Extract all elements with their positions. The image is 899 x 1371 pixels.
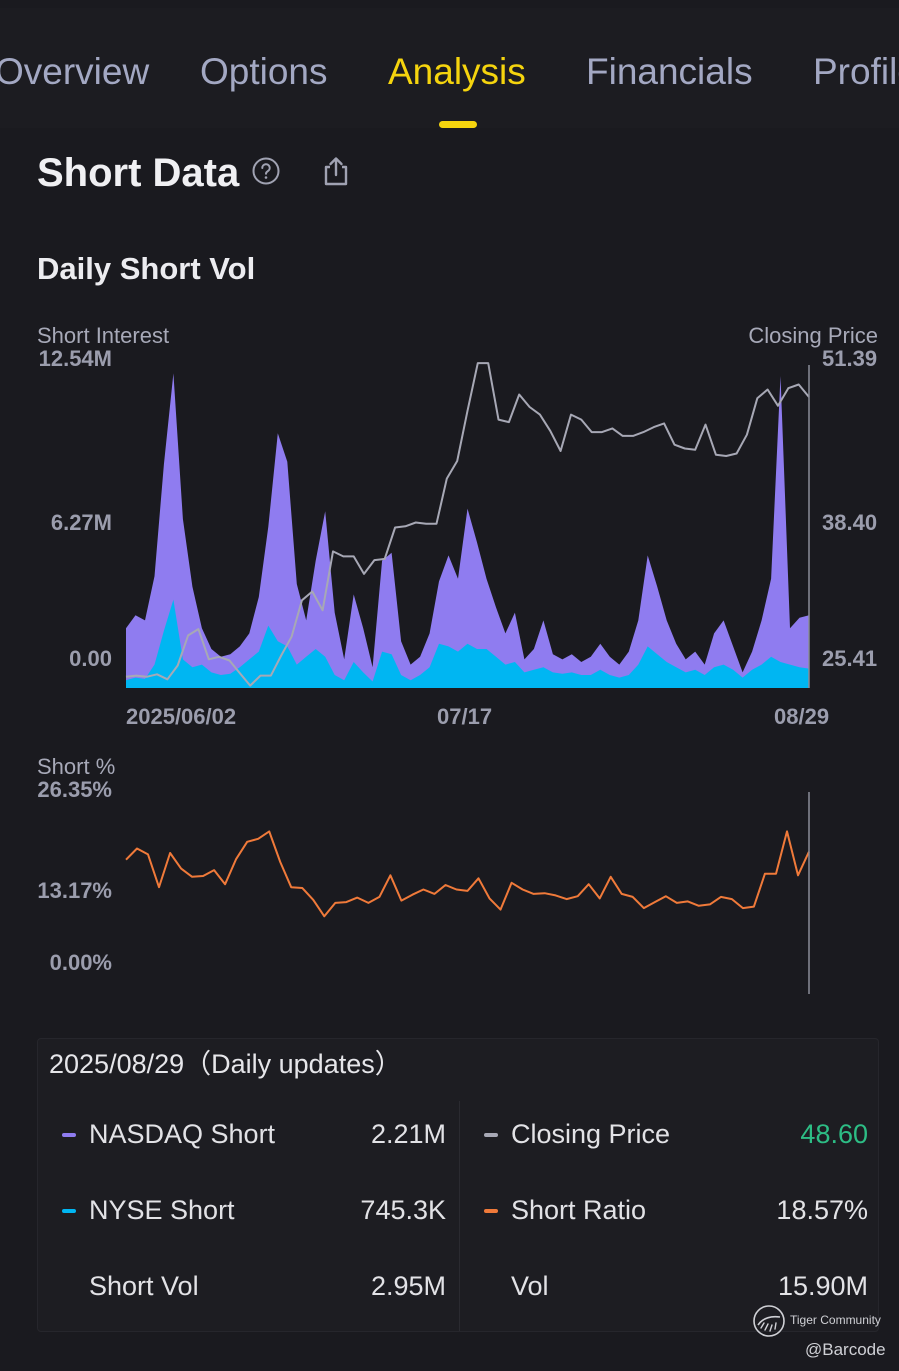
right-tick-top: 51.39	[822, 347, 878, 371]
share-icon[interactable]	[320, 155, 352, 187]
nasdaq-short-label: NASDAQ Short	[89, 1119, 276, 1149]
left-tick-mid: 6.27M	[50, 510, 112, 535]
short-vol-value: 2.95M	[370, 1271, 446, 1301]
left-tick-bottom: 0.00	[69, 646, 112, 671]
panel-divider	[459, 1101, 460, 1331]
panel-date: 2025/08/29（Daily updates）	[49, 1049, 402, 1079]
tab-bar: Overview Options Analysis Financials Pro…	[0, 8, 899, 128]
left-axis-title: Short Interest	[37, 323, 170, 348]
short-ratio-legend-dash	[484, 1209, 498, 1213]
x-tick-end: 08/29	[774, 704, 830, 729]
x-tick-start: 2025/06/02	[126, 704, 237, 729]
page-title: Short Data	[37, 151, 240, 195]
active-tab-indicator	[439, 121, 477, 128]
nasdaq-short-value: 2.21M	[370, 1119, 446, 1149]
closing-price-value: 48.60	[800, 1119, 868, 1149]
tab-analysis[interactable]: Analysis	[388, 51, 526, 92]
closing-price-legend-dash	[484, 1133, 498, 1137]
nasdaq-legend-dash	[62, 1133, 76, 1137]
right-tick-mid: 38.40	[822, 511, 878, 535]
closing-price-line	[125, 362, 810, 687]
nyse-legend-dash	[62, 1209, 76, 1213]
tab-financials[interactable]: Financials	[586, 51, 753, 92]
right-axis-title: Closing Price	[748, 323, 878, 348]
right-tick-bottom: 25.41	[822, 647, 878, 671]
data-panel: 2025/08/29（Daily updates） NASDAQ Short 2…	[37, 1038, 879, 1332]
tiger-logo-icon	[753, 1305, 785, 1337]
nyse-short-area	[126, 599, 809, 688]
short-pct-axis-title: Short %	[37, 754, 116, 779]
short-volume-chart[interactable]	[0, 0, 899, 1010]
tab-options[interactable]: Options	[200, 51, 328, 92]
vol-label: Vol	[511, 1271, 549, 1301]
nasdaq-short-area	[126, 373, 809, 688]
short-pct-tick-bottom: 0.00%	[49, 950, 112, 975]
short-ratio-value: 18.57%	[776, 1195, 868, 1225]
short-pct-tick-mid: 13.17%	[37, 878, 112, 903]
short-pct-tick-top: 26.35%	[37, 777, 112, 802]
help-circle-icon[interactable]	[252, 157, 280, 185]
tab-profile[interactable]: Profile	[813, 51, 899, 92]
section-title-daily-short-vol: Daily Short Vol	[37, 251, 256, 286]
tab-overview[interactable]: Overview	[0, 51, 150, 92]
left-tick-top: 12.54M	[38, 346, 112, 371]
closing-price-label: Closing Price	[511, 1119, 671, 1149]
nyse-short-value: 745.3K	[360, 1195, 446, 1225]
short-ratio-label: Short Ratio	[511, 1195, 647, 1225]
short-vol-label: Short Vol	[89, 1271, 199, 1301]
short-ratio-line	[125, 830, 810, 918]
watermark-handle: @Barcode	[805, 1340, 886, 1359]
nyse-short-label: NYSE Short	[89, 1195, 235, 1225]
watermark-brand: Tiger Community	[790, 1313, 881, 1327]
vol-value: 15.90M	[777, 1271, 868, 1301]
x-tick-mid: 07/17	[437, 704, 493, 729]
